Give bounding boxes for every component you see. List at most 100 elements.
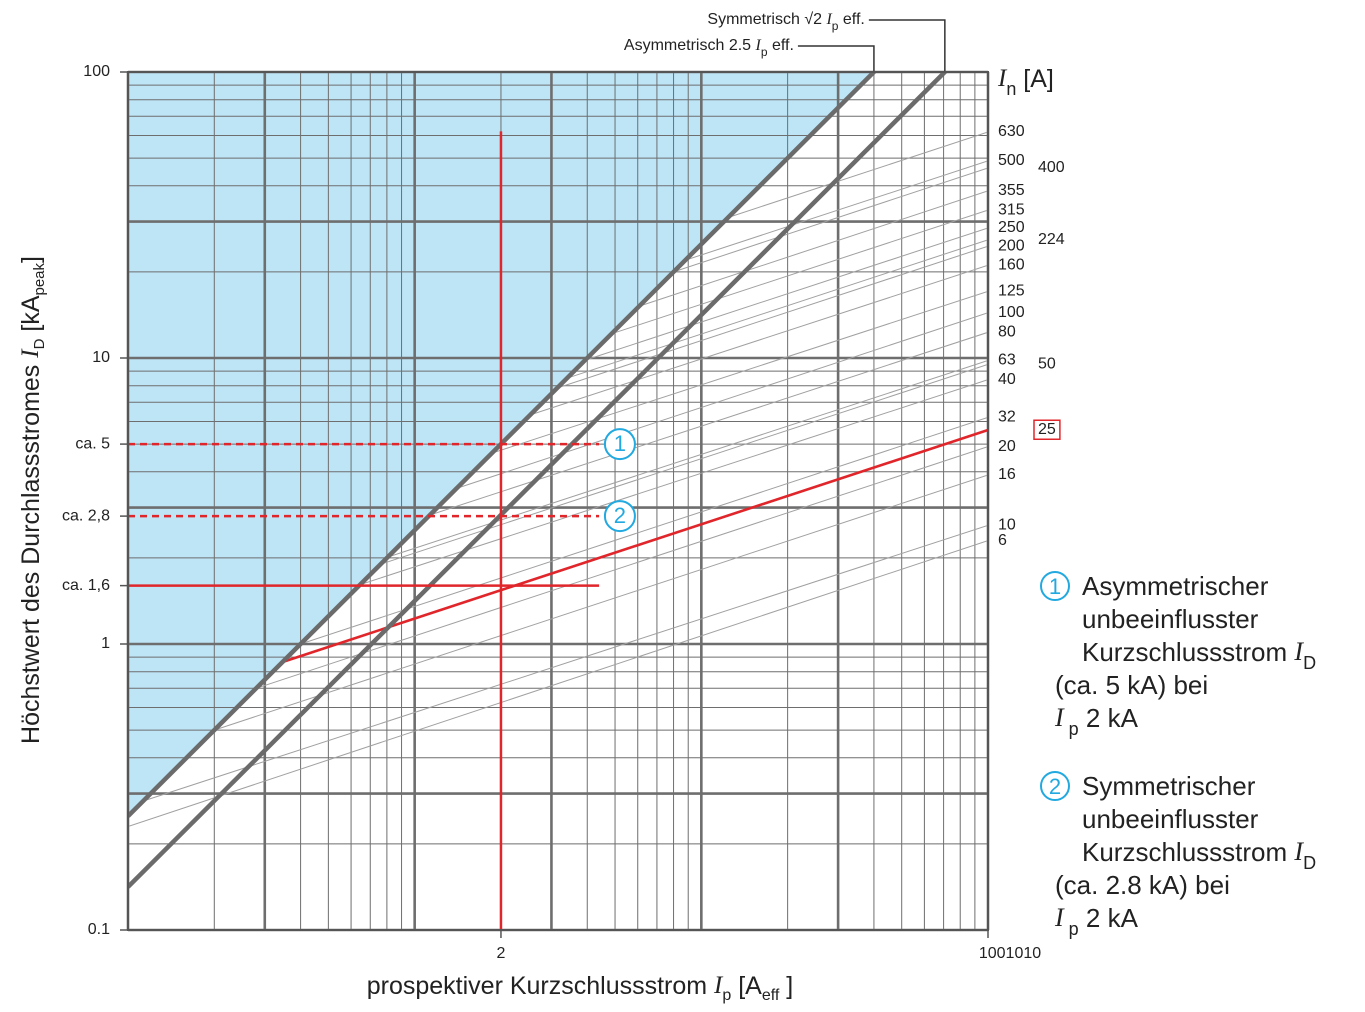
rated-current-label: 50: [1038, 356, 1056, 373]
rated-current-label: 16: [998, 466, 1016, 483]
subscript: p: [832, 19, 839, 33]
text-part: 2 kA: [1079, 703, 1139, 733]
text-part: Kurzschlussstrom: [1082, 837, 1294, 867]
reference-line: [128, 72, 878, 818]
text-part: prospektiver Kurzschlussstrom: [367, 972, 714, 1000]
x-tick-label: 2: [497, 945, 506, 962]
note-marker-label: 2: [1049, 774, 1061, 799]
text-part: unbeeinflusster: [1082, 604, 1259, 634]
plot-border: [127, 71, 989, 931]
fuse-curve: [214, 474, 988, 731]
x-axis-title: prospektiver Kurzschlussstrom Ip [Aeff ]: [367, 972, 794, 1004]
reference-label: Asymmetrisch 2.5 Ip eff.: [624, 37, 794, 60]
rated-current-label: 63: [998, 352, 1016, 369]
subscript: D: [1303, 653, 1316, 673]
rated-current-label: 500: [998, 152, 1025, 169]
text-part: I: [1054, 703, 1065, 732]
fuse-curve: [128, 540, 988, 828]
subscript: p: [1064, 719, 1079, 739]
text-part: ]: [779, 972, 793, 1000]
text-part: √2: [804, 11, 826, 28]
text-part: unbeeinflusster: [1082, 804, 1259, 834]
note-line: (ca. 5 kA) bei: [1055, 670, 1208, 700]
text-part: eff.: [838, 11, 864, 28]
text-part: I: [825, 11, 832, 28]
text-part: Höchstwert des Durchlassstromes: [17, 358, 45, 744]
rated-current-label: 200: [998, 237, 1025, 254]
note-line: unbeeinflusster: [1082, 804, 1259, 834]
marker-label: 1: [614, 431, 626, 456]
leader-line: [868, 19, 946, 72]
rated-current-label: 40: [998, 371, 1016, 388]
y-tick-label: 100: [83, 63, 110, 80]
rated-current-label: 400: [1038, 159, 1065, 176]
text-part: ]: [17, 256, 45, 263]
note-line: unbeeinflusster: [1082, 604, 1259, 634]
y-axis-title: Höchstwert des Durchlassstromes ID [kApe…: [17, 256, 49, 744]
text-part: 2 kA: [1079, 903, 1139, 933]
rated-current-label: 10: [998, 517, 1016, 534]
fuse-curve: [279, 428, 988, 664]
y-tick-label: ca. 1,6: [62, 577, 110, 594]
fuse-curve: [609, 209, 988, 335]
note-marker-label: 1: [1049, 574, 1061, 599]
rated-current-label: 250: [998, 219, 1025, 236]
fuse-curve: [385, 360, 988, 559]
fuse-curve: [566, 239, 988, 379]
text-part: Asymmetrischer: [1082, 571, 1269, 601]
unit-label: In [A]: [997, 65, 1054, 99]
rated-current-label: 100: [998, 304, 1025, 321]
subscript: peak: [31, 262, 48, 295]
fuse-curve: [639, 190, 988, 307]
text-part: I: [755, 37, 762, 54]
marker-circle: [603, 500, 636, 533]
fuse-curve: [583, 227, 988, 361]
fuse-curve: [300, 416, 988, 645]
note-marker: [1040, 771, 1070, 801]
text-part: Asymmetrisch: [624, 37, 729, 54]
subscript: p: [761, 45, 768, 59]
text-part: (ca. 2.8 kA) bei: [1055, 870, 1230, 900]
text-part: [A]: [1016, 65, 1054, 93]
rated-current-label: 355: [998, 182, 1025, 199]
text-part: [A: [731, 972, 762, 1000]
note-line: Kurzschlussstrom ID: [1082, 837, 1316, 873]
reference-line: [128, 72, 949, 889]
marker-circle: [603, 428, 636, 461]
fuse-curve: [683, 160, 988, 262]
y-tick-label: 0.1: [88, 921, 110, 938]
y-tick-label: 10: [92, 349, 110, 366]
text-part: I: [1293, 637, 1304, 666]
fuse-curve: [256, 446, 988, 689]
text-part: Symmetrischer: [1082, 771, 1256, 801]
subscript: eff: [762, 987, 780, 1004]
note-line: I p 2 kA: [1054, 703, 1139, 739]
y-tick-label: ca. 2,8: [62, 507, 110, 524]
note-line: (ca. 2.8 kA) bei: [1055, 870, 1230, 900]
note-marker: [1040, 571, 1070, 601]
note-line: I p 2 kA: [1054, 903, 1139, 939]
fuse-curve: [139, 524, 988, 803]
fuse-curve: [426, 331, 988, 517]
subscript: D: [31, 338, 48, 349]
rated-current-label: 6: [998, 532, 1007, 549]
note-line: Symmetrischer: [1082, 771, 1256, 801]
leader-line: [797, 45, 875, 72]
rated-current-label: 160: [998, 256, 1025, 273]
subscript: p: [722, 987, 731, 1004]
label-box: [1033, 419, 1061, 441]
fuse-curve: [456, 312, 988, 489]
fuse-curve: [487, 290, 988, 455]
fuse-curve: [528, 264, 988, 416]
rated-current-label: 80: [998, 324, 1016, 341]
rated-current-label: 125: [998, 283, 1025, 300]
fuse-curve: [559, 245, 988, 388]
rated-current-label: 20: [998, 438, 1016, 455]
text-part: I: [1054, 903, 1065, 932]
rated-current-label: 630: [998, 123, 1025, 140]
text-part: 2.5: [729, 37, 756, 54]
text-part: eff.: [768, 37, 794, 54]
x-tick-label: 1001010: [979, 945, 1041, 962]
